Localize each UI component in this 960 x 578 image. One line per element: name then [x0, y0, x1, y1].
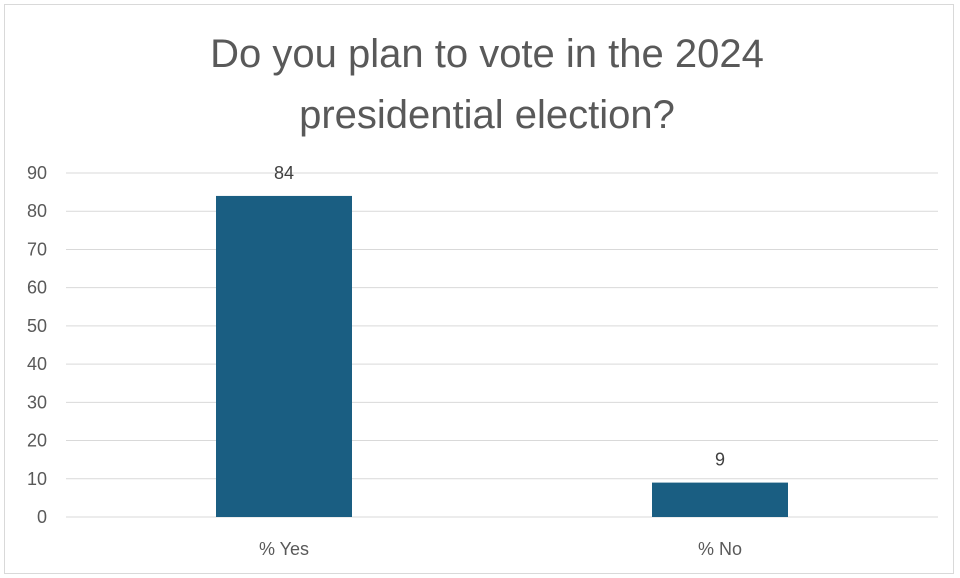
- x-category-label: % Yes: [259, 539, 309, 559]
- y-tick-label: 30: [27, 392, 47, 412]
- gridlines: [66, 172, 938, 518]
- x-category-label: % No: [698, 539, 742, 559]
- bars: 84 9: [216, 163, 788, 517]
- chart-title-line-2: presidential election?: [299, 93, 675, 137]
- y-axis: 0 10 20 30 40 50 60 70 80 90: [27, 163, 47, 527]
- bar: [652, 482, 788, 517]
- data-label: 84: [274, 163, 294, 183]
- data-label: 9: [715, 450, 725, 470]
- bar: [216, 195, 352, 517]
- y-tick-label: 20: [27, 431, 47, 451]
- chart-title-line-1: Do you plan to vote in the 2024: [210, 32, 764, 76]
- y-tick-label: 40: [27, 354, 47, 374]
- y-tick-label: 60: [27, 278, 47, 298]
- x-axis: % Yes % No: [259, 539, 742, 559]
- y-tick-label: 0: [37, 507, 47, 527]
- y-tick-label: 70: [27, 239, 47, 259]
- y-tick-label: 90: [27, 163, 47, 183]
- y-tick-label: 80: [27, 201, 47, 221]
- y-tick-label: 50: [27, 316, 47, 336]
- y-tick-label: 10: [27, 469, 47, 489]
